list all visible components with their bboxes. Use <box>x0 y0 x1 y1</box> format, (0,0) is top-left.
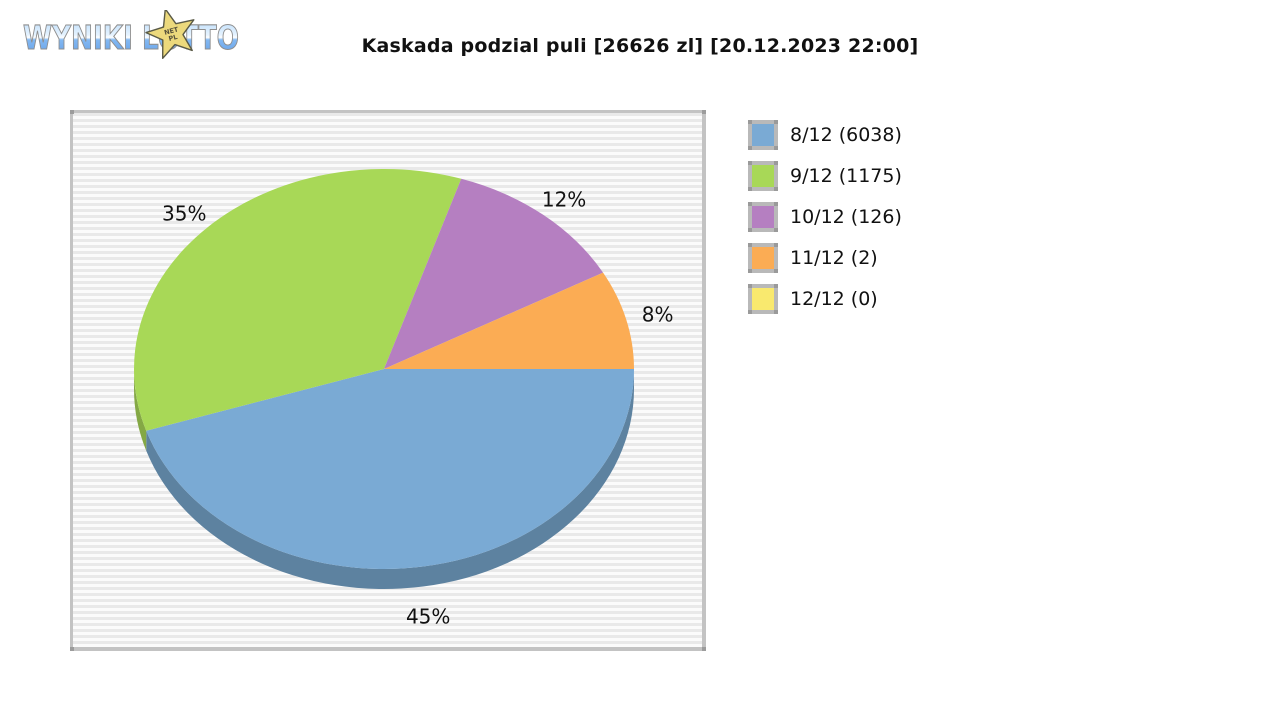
pie-slice-1 <box>134 168 462 431</box>
pie-label: 8% <box>642 302 674 326</box>
legend-label: 8/12 (6038) <box>790 124 902 146</box>
pie-chart: 45% 35% 12% 8% <box>134 168 674 628</box>
legend-item: 10/12 (126) <box>748 202 902 232</box>
pie-label: 12% <box>542 187 586 211</box>
legend-swatch <box>748 120 778 150</box>
pie-slice-2 <box>384 178 604 369</box>
legend-label: 11/12 (2) <box>790 247 878 269</box>
legend-swatch <box>748 161 778 191</box>
logo-star-text-1: NET <box>163 25 179 37</box>
legend-swatch <box>748 202 778 232</box>
logo-star-text-2: PL <box>168 33 179 43</box>
pie-slice-3 <box>384 272 634 369</box>
chart-legend: 8/12 (6038) 9/12 (1175) 10/12 (126) 11/1… <box>748 120 902 325</box>
legend-swatch <box>748 243 778 273</box>
pie-slice-0 <box>146 369 634 570</box>
legend-item: 8/12 (6038) <box>748 120 902 150</box>
pie-label: 45% <box>406 604 450 628</box>
legend-item: 9/12 (1175) <box>748 161 902 191</box>
logo-text: WYNIKI LOTTO <box>23 18 239 57</box>
legend-swatch <box>748 284 778 314</box>
legend-label: 9/12 (1175) <box>790 165 902 187</box>
pie-label: 35% <box>162 201 206 225</box>
logo-star-icon: NET PL <box>145 10 195 59</box>
legend-item: 11/12 (2) <box>748 243 902 273</box>
page-title: Kaskada podzial puli [26626 zl] [20.12.2… <box>361 35 919 57</box>
legend-item: 12/12 (0) <box>748 284 902 314</box>
pie-side-1 <box>134 369 147 451</box>
legend-label: 10/12 (126) <box>790 206 902 228</box>
wyniki-lotto-logo: WYNIKI LOTTO NET PL <box>22 10 240 59</box>
legend-label: 12/12 (0) <box>790 288 878 310</box>
chart-plot-area: 45% 35% 12% 8% <box>70 110 706 651</box>
